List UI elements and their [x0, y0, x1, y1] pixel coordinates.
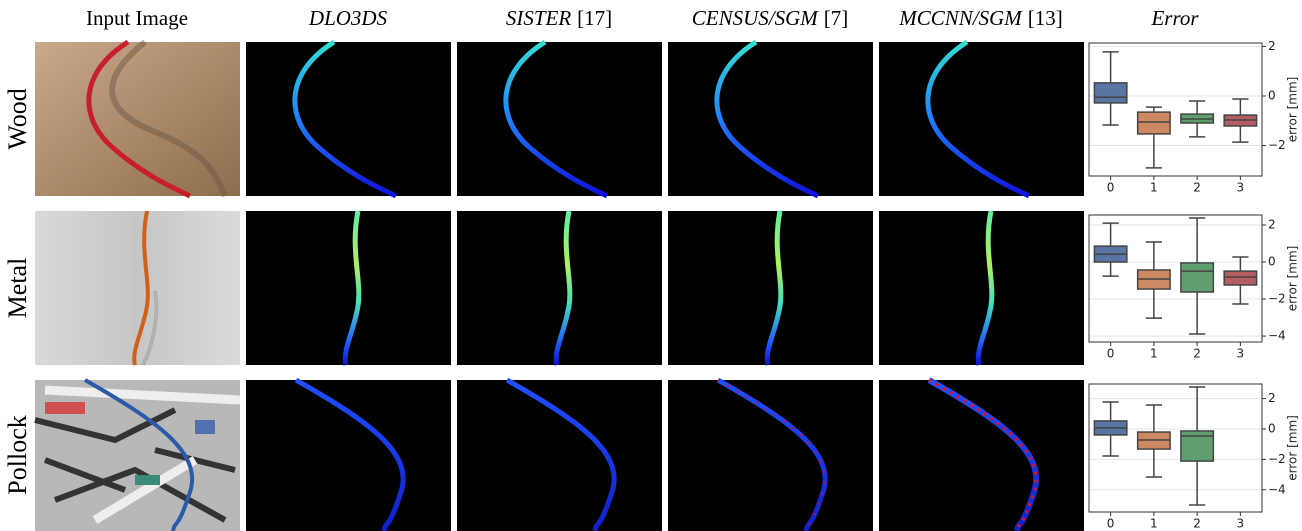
y-tick-label: −4	[1268, 482, 1286, 496]
x-tick-label: 3	[1237, 517, 1245, 531]
y-tick-label: −2	[1268, 138, 1286, 152]
plot-frame	[1088, 42, 1263, 177]
result-image	[246, 211, 451, 365]
y-tick-label: −2	[1268, 292, 1286, 306]
x-tick-label: 3	[1237, 181, 1245, 195]
header-ref: [13]	[1028, 6, 1063, 30]
result-image	[879, 380, 1084, 531]
y-tick-label: 0	[1268, 421, 1276, 435]
input-image	[34, 378, 241, 531]
box	[1180, 262, 1215, 293]
row-label: Pollock	[3, 415, 32, 494]
y-tick-label: 2	[1268, 391, 1276, 405]
x-tick-label: 2	[1193, 347, 1201, 361]
y-tick-label: 2	[1268, 39, 1276, 53]
x-tick-label: 2	[1193, 181, 1201, 195]
box	[1223, 270, 1258, 286]
column-header: DLO3DS	[308, 6, 388, 30]
y-axis-label: error [mm]	[1286, 415, 1300, 481]
header-ref: [7]	[824, 6, 849, 30]
result-image	[668, 211, 873, 365]
result-image	[879, 42, 1084, 196]
result-image	[457, 211, 662, 365]
y-tick-label: −2	[1268, 452, 1286, 466]
plot-area	[1089, 384, 1262, 512]
y-tick-label: 0	[1268, 255, 1276, 269]
column-header: SISTER [17]	[506, 6, 612, 30]
plot-frame	[1088, 383, 1263, 513]
column-header: CENSUS/SGM [7]	[692, 6, 849, 30]
plot-frame	[1088, 214, 1263, 343]
header-name: SISTER	[506, 6, 572, 30]
x-tick-label: 0	[1107, 347, 1115, 361]
header-name: Error	[1150, 6, 1199, 30]
x-tick-label: 1	[1150, 517, 1158, 531]
y-tick-label: −4	[1268, 329, 1286, 343]
input-image	[35, 42, 240, 196]
header-name: MCCNN/SGM	[898, 6, 1023, 30]
input-image	[35, 209, 240, 367]
y-tick-label: 2	[1268, 217, 1276, 231]
x-tick-label: 2	[1193, 517, 1201, 531]
x-tick-label: 3	[1237, 347, 1245, 361]
header-name: DLO3DS	[308, 6, 388, 30]
result-image	[668, 380, 873, 531]
x-tick-label: 1	[1150, 347, 1158, 361]
x-tick-label: 1	[1150, 181, 1158, 195]
result-image	[457, 42, 662, 196]
header-name: CENSUS/SGM	[692, 6, 820, 30]
y-axis-label: error [mm]	[1286, 246, 1300, 312]
result-image	[879, 211, 1084, 365]
column-header: Error	[1150, 6, 1199, 30]
column-header: MCCNN/SGM [13]	[898, 6, 1063, 30]
x-tick-label: 0	[1107, 181, 1115, 195]
result-image	[246, 42, 451, 196]
row-label: Metal	[3, 258, 32, 319]
result-image	[668, 42, 873, 196]
header-name: Input Image	[86, 6, 188, 30]
box	[1093, 82, 1128, 104]
column-header: Input Image	[86, 6, 188, 30]
result-image	[457, 380, 662, 531]
plot-area	[1089, 43, 1262, 176]
header-ref: [17]	[577, 6, 612, 30]
x-tick-label: 0	[1107, 517, 1115, 531]
y-axis-label: error [mm]	[1286, 77, 1300, 143]
row-label: Wood	[3, 88, 32, 149]
box	[1136, 111, 1171, 135]
y-tick-label: 0	[1268, 89, 1276, 103]
result-image	[246, 380, 451, 531]
